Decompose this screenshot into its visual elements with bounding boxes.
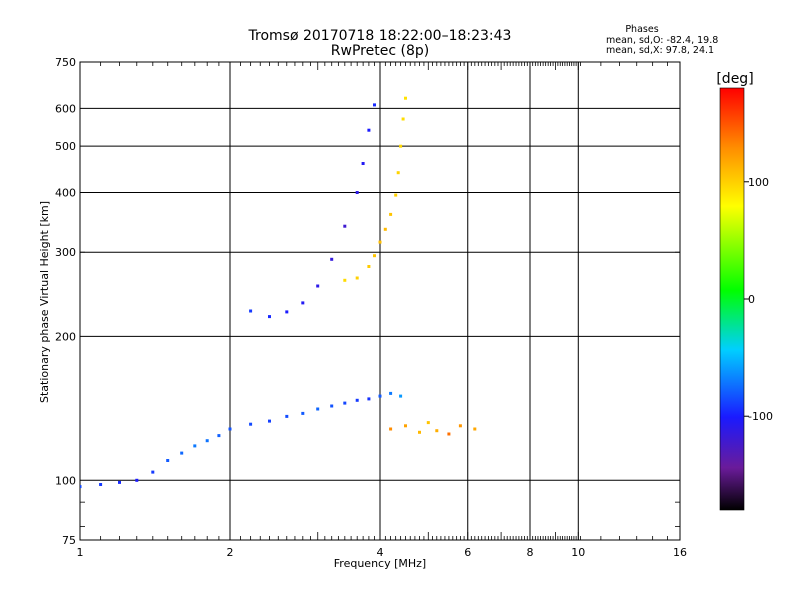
data-point-o bbox=[330, 257, 334, 261]
data-point-o bbox=[193, 444, 197, 448]
data-point-o bbox=[343, 224, 347, 228]
data-point-o bbox=[268, 419, 271, 423]
data-point-x bbox=[458, 424, 462, 428]
data-point-o bbox=[373, 103, 376, 107]
data-point-o bbox=[367, 128, 371, 132]
data-point-o bbox=[355, 398, 359, 402]
y-tick-label: 750 bbox=[55, 56, 76, 69]
data-point-x bbox=[396, 171, 400, 175]
data-point-x bbox=[447, 432, 451, 436]
data-point-o bbox=[378, 394, 382, 398]
grid-lines bbox=[80, 62, 680, 540]
x-tick-label: 6 bbox=[464, 546, 471, 559]
data-point-x bbox=[394, 193, 398, 197]
data-point-o bbox=[151, 470, 155, 474]
x-tick-label: 8 bbox=[527, 546, 534, 559]
colorbar-tick-label: -100 bbox=[748, 410, 773, 423]
y-tick-label: 500 bbox=[55, 140, 76, 153]
y-tick-label: 300 bbox=[55, 246, 76, 259]
colorbar-ticks: 100 0 -100 bbox=[744, 176, 773, 423]
colorbar-unit-label: [deg] bbox=[716, 71, 753, 87]
data-point-o bbox=[180, 451, 184, 455]
x-tick-labels: 1 2 4 6 8 10 16 bbox=[77, 546, 688, 559]
data-point-x bbox=[389, 427, 393, 431]
data-point-x bbox=[399, 144, 403, 148]
data-point-o bbox=[285, 310, 289, 314]
data-point-o bbox=[249, 309, 253, 313]
data-point-o bbox=[285, 414, 289, 418]
x-tick-label: 2 bbox=[227, 546, 234, 559]
data-point-x bbox=[404, 96, 407, 100]
axis-ticks bbox=[80, 62, 680, 540]
data-point-o bbox=[228, 427, 232, 431]
data-point-o bbox=[166, 459, 170, 462]
y-axis-label: Stationary phase Virtual Height [km] bbox=[38, 201, 51, 403]
data-point-o bbox=[135, 478, 139, 482]
y-tick-label: 200 bbox=[55, 330, 76, 343]
phases-heading: Phases bbox=[625, 24, 658, 35]
data-point-o bbox=[118, 480, 121, 484]
data-point-o bbox=[249, 422, 253, 426]
data-point-o bbox=[355, 191, 359, 194]
phases-stats-x: mean, sd,X: 97.8, 24.1 bbox=[606, 45, 714, 56]
y-tick-label: 400 bbox=[55, 186, 76, 199]
data-point-x bbox=[367, 265, 371, 268]
scatter-points bbox=[80, 96, 477, 489]
chart-subtitle: RwPretec (8p) bbox=[331, 43, 429, 59]
data-point-x bbox=[426, 421, 430, 425]
data-point-o bbox=[389, 391, 393, 395]
data-point-o bbox=[361, 162, 365, 165]
y-tick-label: 600 bbox=[55, 102, 76, 115]
data-point-o bbox=[217, 434, 221, 438]
data-point-o bbox=[99, 483, 103, 486]
colorbar-tick-label: 0 bbox=[748, 293, 755, 306]
colorbar-tick-label: 100 bbox=[748, 176, 769, 189]
data-point-x bbox=[401, 117, 405, 121]
x-tick-label: 4 bbox=[377, 546, 384, 559]
x-tick-label: 10 bbox=[571, 546, 585, 559]
data-point-o bbox=[343, 401, 347, 405]
data-point-o bbox=[301, 411, 305, 415]
data-point-x bbox=[418, 430, 421, 434]
y-tick-labels: 75 100 200 300 400 500 600 750 bbox=[55, 56, 76, 547]
data-point-x bbox=[378, 240, 382, 244]
phases-stats-o: mean, sd,O: -82.4, 19.8 bbox=[606, 35, 718, 46]
data-point-o bbox=[316, 407, 320, 411]
data-point-o bbox=[399, 394, 403, 398]
colorbar bbox=[719, 87, 745, 511]
data-point-x bbox=[435, 429, 439, 433]
data-point-x bbox=[389, 212, 393, 216]
x-axis-label: Frequency [MHz] bbox=[334, 557, 426, 570]
data-point-o bbox=[205, 439, 209, 443]
data-point-o bbox=[330, 404, 334, 408]
y-tick-label: 75 bbox=[62, 534, 76, 547]
y-tick-label: 100 bbox=[55, 474, 76, 487]
data-point-x bbox=[404, 424, 407, 428]
data-point-x bbox=[373, 254, 376, 258]
data-point-x bbox=[343, 278, 347, 282]
data-point-o bbox=[367, 397, 371, 401]
data-point-o bbox=[80, 485, 82, 489]
chart-title: Tromsø 20170718 18:22:00–18:23:43 bbox=[248, 28, 512, 44]
data-point-x bbox=[473, 427, 477, 431]
data-point-o bbox=[301, 301, 305, 305]
data-point-o bbox=[268, 315, 271, 319]
data-point-x bbox=[383, 227, 387, 231]
x-tick-label: 1 bbox=[77, 546, 84, 559]
data-point-o bbox=[316, 284, 320, 288]
data-point-x bbox=[355, 276, 359, 280]
x-tick-label: 16 bbox=[673, 546, 687, 559]
